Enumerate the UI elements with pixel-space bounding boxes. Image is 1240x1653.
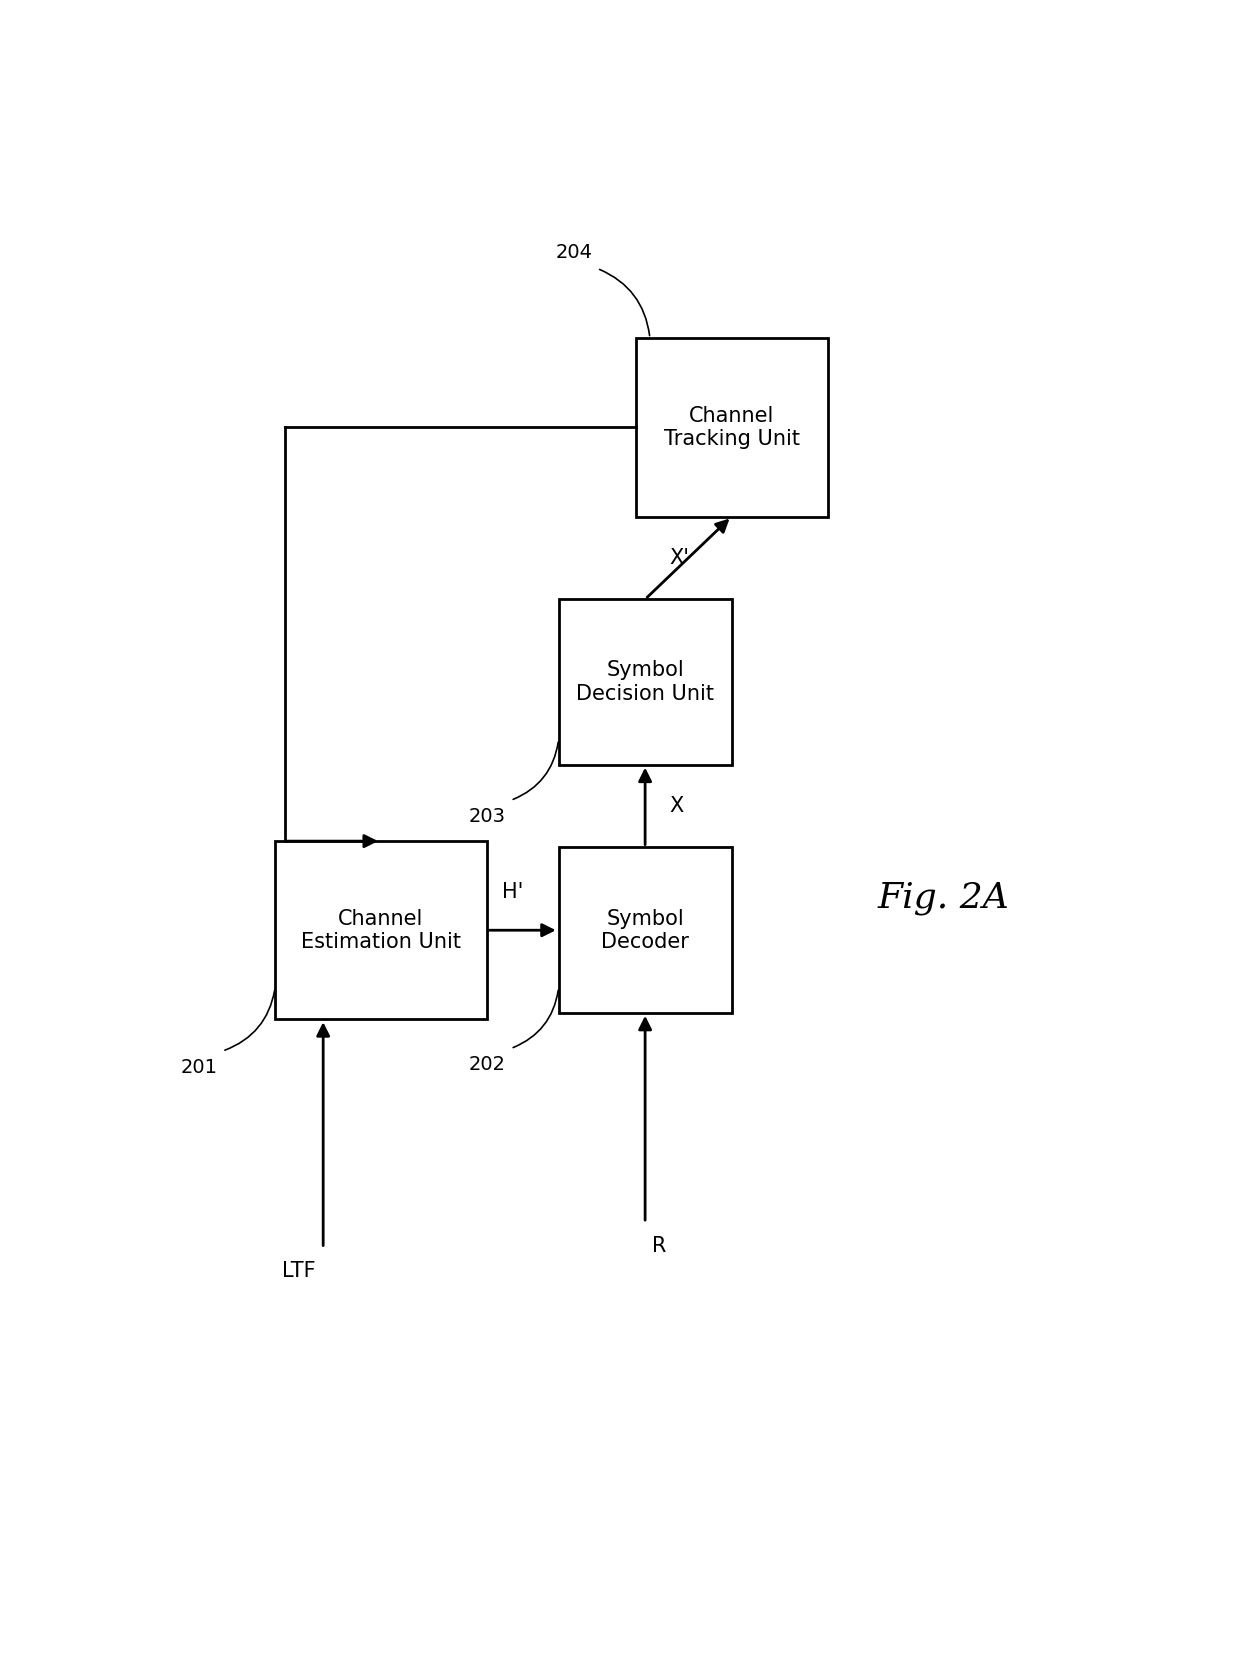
Text: 202: 202 bbox=[469, 1055, 506, 1074]
Text: Channel
Tracking Unit: Channel Tracking Unit bbox=[663, 407, 800, 450]
Bar bbox=[559, 600, 732, 765]
Text: R: R bbox=[652, 1236, 667, 1256]
Text: LTF: LTF bbox=[283, 1261, 316, 1281]
Text: Symbol
Decision Unit: Symbol Decision Unit bbox=[577, 661, 714, 704]
Text: H': H' bbox=[502, 883, 523, 903]
Text: X': X' bbox=[670, 547, 689, 569]
Text: 201: 201 bbox=[181, 1058, 217, 1076]
Text: 203: 203 bbox=[469, 807, 506, 826]
Bar bbox=[559, 848, 732, 1013]
Text: 204: 204 bbox=[556, 243, 593, 261]
Bar bbox=[635, 339, 828, 516]
Text: Fig. 2A: Fig. 2A bbox=[877, 881, 1009, 916]
Text: Symbol
Decoder: Symbol Decoder bbox=[601, 909, 689, 952]
Text: Channel
Estimation Unit: Channel Estimation Unit bbox=[301, 909, 461, 952]
Bar bbox=[275, 841, 486, 1020]
Text: X: X bbox=[670, 797, 683, 817]
